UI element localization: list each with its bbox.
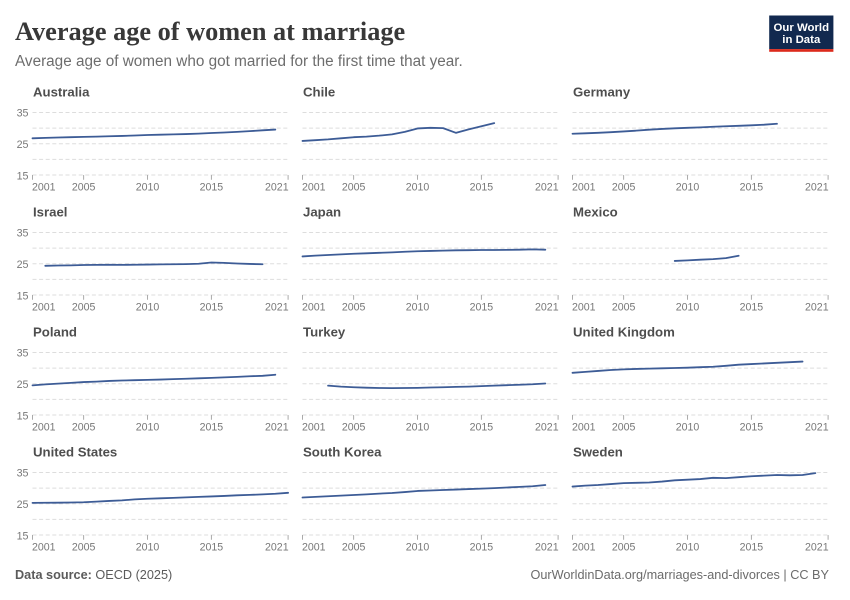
svg-text:25: 25 [17,259,29,271]
svg-text:South Korea: South Korea [303,444,382,459]
svg-text:2021: 2021 [265,422,289,434]
svg-text:35: 35 [17,468,29,480]
svg-text:2005: 2005 [612,182,636,194]
svg-text:Mexico: Mexico [573,204,618,219]
svg-text:OurWorldinData.org/marriages-a: OurWorldinData.org/marriages-and-divorce… [530,568,829,582]
svg-text:2005: 2005 [612,422,636,434]
svg-text:2001: 2001 [302,182,326,194]
svg-text:2015: 2015 [470,542,494,554]
svg-text:25: 25 [17,379,29,391]
svg-text:35: 35 [17,348,29,360]
svg-text:2001: 2001 [302,542,326,554]
svg-text:2021: 2021 [805,422,829,434]
svg-text:15: 15 [17,170,29,182]
svg-text:Israel: Israel [33,204,67,219]
svg-text:2015: 2015 [200,182,224,194]
svg-text:2010: 2010 [136,302,160,314]
svg-text:2021: 2021 [535,302,559,314]
svg-text:Sweden: Sweden [573,444,623,459]
svg-text:2005: 2005 [72,302,96,314]
svg-text:Our World: Our World [774,22,830,34]
svg-text:Japan: Japan [303,204,341,219]
svg-text:Australia: Australia [33,84,90,99]
svg-text:2010: 2010 [136,182,160,194]
svg-text:2021: 2021 [805,302,829,314]
svg-text:2010: 2010 [406,422,430,434]
svg-text:Poland: Poland [33,324,77,339]
svg-text:2010: 2010 [406,182,430,194]
svg-text:2015: 2015 [470,302,494,314]
svg-text:2010: 2010 [676,182,700,194]
svg-text:2001: 2001 [572,302,596,314]
svg-text:2010: 2010 [406,542,430,554]
svg-text:2005: 2005 [342,422,366,434]
svg-text:25: 25 [17,499,29,511]
svg-text:2015: 2015 [200,542,224,554]
svg-text:2005: 2005 [72,422,96,434]
svg-text:in Data: in Data [782,34,821,46]
svg-text:35: 35 [17,228,29,240]
svg-text:2015: 2015 [200,302,224,314]
svg-text:Average age of women who got m: Average age of women who got married for… [15,53,463,70]
svg-text:Chile: Chile [303,84,335,99]
svg-text:2021: 2021 [535,422,559,434]
svg-text:2001: 2001 [302,302,326,314]
svg-text:2010: 2010 [676,422,700,434]
svg-text:15: 15 [17,410,29,422]
svg-text:2001: 2001 [32,182,56,194]
svg-text:2010: 2010 [676,542,700,554]
svg-text:2001: 2001 [572,542,596,554]
svg-text:2021: 2021 [805,542,829,554]
svg-text:15: 15 [17,290,29,302]
svg-text:2015: 2015 [740,302,764,314]
svg-text:2001: 2001 [302,422,326,434]
svg-text:2015: 2015 [470,182,494,194]
svg-text:Turkey: Turkey [303,324,346,339]
svg-text:2005: 2005 [342,542,366,554]
svg-text:2021: 2021 [265,302,289,314]
svg-text:2005: 2005 [72,542,96,554]
svg-text:2005: 2005 [72,182,96,194]
svg-text:Germany: Germany [573,84,631,99]
svg-text:2005: 2005 [342,302,366,314]
svg-text:2005: 2005 [612,302,636,314]
svg-text:2010: 2010 [676,302,700,314]
svg-text:2015: 2015 [740,182,764,194]
svg-text:United Kingdom: United Kingdom [573,324,675,339]
svg-text:15: 15 [17,530,29,542]
svg-text:2005: 2005 [342,182,366,194]
svg-text:2001: 2001 [32,542,56,554]
svg-text:2001: 2001 [32,302,56,314]
svg-text:2015: 2015 [740,542,764,554]
svg-text:2010: 2010 [136,542,160,554]
svg-text:35: 35 [17,108,29,120]
svg-text:2021: 2021 [265,542,289,554]
svg-text:2001: 2001 [572,182,596,194]
svg-text:2015: 2015 [470,422,494,434]
svg-text:2015: 2015 [740,422,764,434]
svg-text:2001: 2001 [572,422,596,434]
svg-text:2010: 2010 [406,302,430,314]
svg-text:2010: 2010 [136,422,160,434]
svg-text:2001: 2001 [32,422,56,434]
svg-text:Average age of women at marria: Average age of women at marriage [15,17,405,46]
svg-text:2015: 2015 [200,422,224,434]
svg-text:2021: 2021 [805,182,829,194]
svg-text:2021: 2021 [265,182,289,194]
svg-text:2005: 2005 [612,542,636,554]
svg-text:United States: United States [33,444,117,459]
svg-text:Data source: OECD (2025): Data source: OECD (2025) [15,568,172,582]
svg-text:2021: 2021 [535,182,559,194]
svg-text:2021: 2021 [535,542,559,554]
svg-text:25: 25 [17,139,29,151]
